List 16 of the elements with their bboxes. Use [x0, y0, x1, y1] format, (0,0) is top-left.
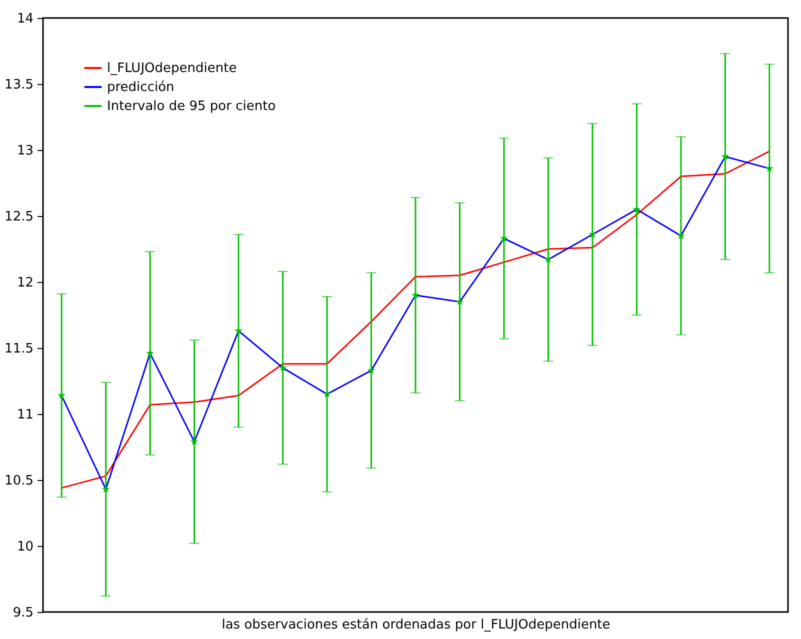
y-tick-label: 13.5	[4, 78, 34, 92]
y-tick-label: 11	[16, 408, 34, 422]
y-tick-label: 12	[16, 276, 34, 290]
y-tick-label: 10.5	[4, 474, 34, 488]
y-tick-label: 14	[16, 12, 34, 26]
y-tick-label: 13	[16, 144, 34, 158]
x-axis-title: las observaciones están ordenadas por l_FLUJOdependiente	[222, 618, 610, 632]
legend-label: predicción	[107, 80, 174, 95]
y-tick-label: 9.5	[12, 606, 34, 620]
y-tick-label: 12.5	[4, 210, 34, 224]
legend-label: l_FLUJOdependiente	[107, 61, 237, 76]
y-tick-label: 11.5	[4, 342, 34, 356]
y-tick-label: 10	[16, 540, 34, 554]
point	[102, 485, 110, 493]
legend-label: Intervalo de 95 por ciento	[107, 99, 276, 114]
point	[190, 438, 198, 446]
